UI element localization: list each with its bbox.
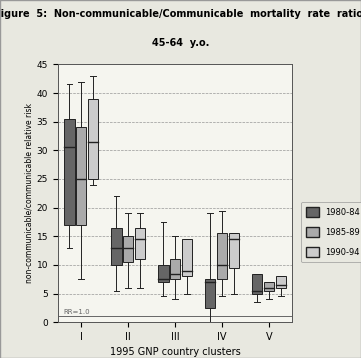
Bar bbox=[64, 119, 75, 225]
Text: Figure  5:  Non-communicable/Communicable  mortality  rate  ratio,: Figure 5: Non-communicable/Communicable … bbox=[0, 9, 361, 19]
Bar bbox=[135, 228, 145, 259]
Bar bbox=[158, 265, 169, 282]
Bar bbox=[88, 99, 98, 179]
Bar bbox=[229, 233, 239, 268]
Bar bbox=[111, 228, 122, 265]
Bar bbox=[123, 236, 133, 262]
X-axis label: 1995 GNP country clusters: 1995 GNP country clusters bbox=[110, 348, 240, 358]
Bar bbox=[275, 276, 286, 288]
Bar bbox=[170, 259, 180, 279]
Text: 45-64  y.o.: 45-64 y.o. bbox=[152, 38, 209, 48]
Text: RR=1.0: RR=1.0 bbox=[64, 309, 90, 315]
Bar bbox=[205, 279, 216, 308]
Bar bbox=[264, 282, 274, 291]
Bar bbox=[182, 239, 192, 276]
Bar bbox=[252, 274, 262, 294]
Y-axis label: non-communicable/communicable relative risk: non-communicable/communicable relative r… bbox=[25, 103, 34, 283]
Bar bbox=[217, 233, 227, 279]
Legend: 1980-84, 1985-89, 1990-94: 1980-84, 1985-89, 1990-94 bbox=[301, 202, 361, 262]
Bar bbox=[76, 127, 86, 225]
